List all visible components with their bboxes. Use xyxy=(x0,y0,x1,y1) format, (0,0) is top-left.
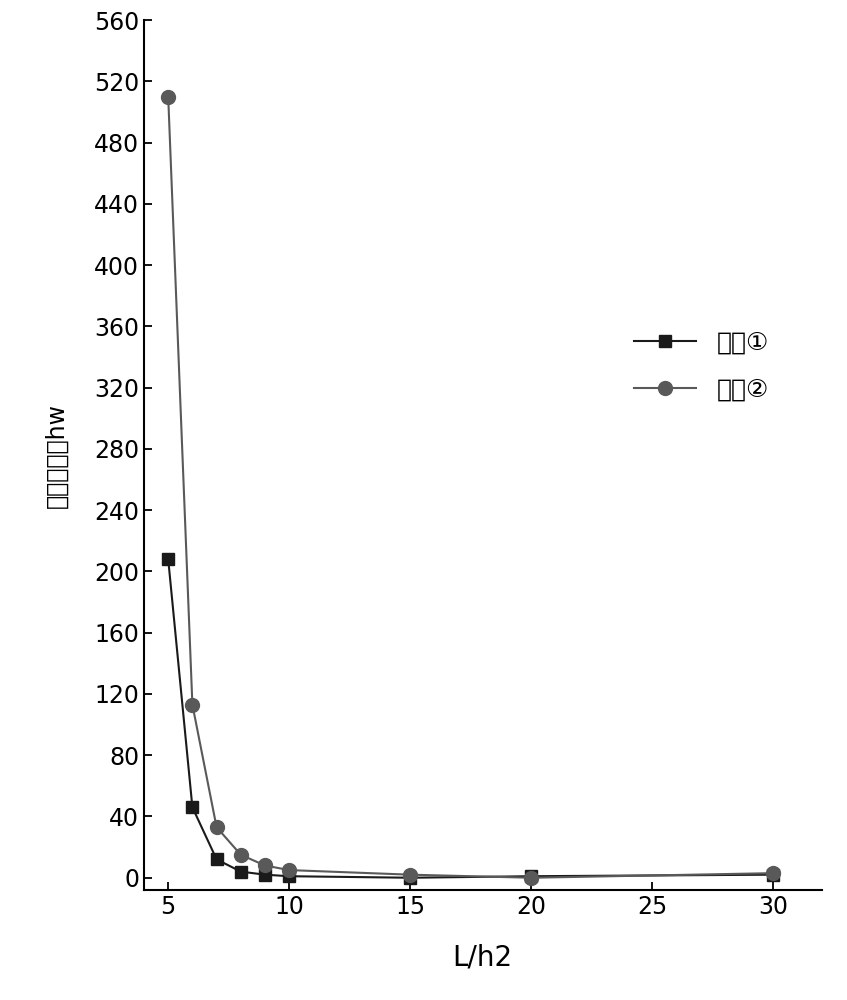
Y-axis label: 临界水头巪hw: 临界水头巪hw xyxy=(45,402,69,508)
Line: 实例①: 实例① xyxy=(162,553,779,884)
实例② xyxy=(768,867,778,879)
实例② xyxy=(212,821,222,833)
实例② xyxy=(284,864,294,876)
实例② xyxy=(163,91,174,103)
实例① xyxy=(187,801,197,813)
实例② xyxy=(260,859,270,871)
实例① xyxy=(526,870,536,882)
实例① xyxy=(768,869,778,881)
实例① xyxy=(212,853,222,865)
实例① xyxy=(284,870,294,882)
X-axis label: L/h2: L/h2 xyxy=(453,944,512,972)
Line: 实例②: 实例② xyxy=(161,90,780,885)
Legend: 实例①, 实例②: 实例①, 实例② xyxy=(614,311,789,421)
实例① xyxy=(235,866,246,878)
实例② xyxy=(526,872,536,884)
实例② xyxy=(187,699,197,711)
实例① xyxy=(163,553,174,565)
实例② xyxy=(405,869,415,881)
实例② xyxy=(235,849,246,861)
实例① xyxy=(405,872,415,884)
实例① xyxy=(260,869,270,881)
